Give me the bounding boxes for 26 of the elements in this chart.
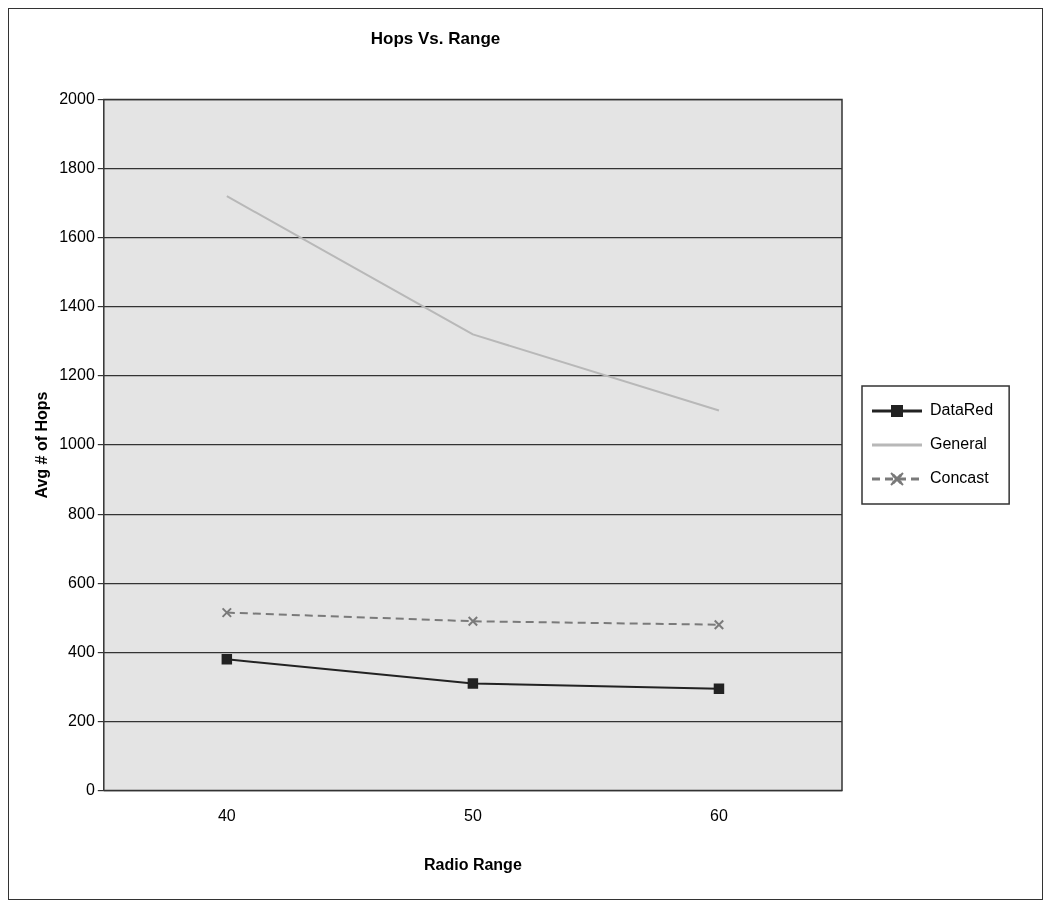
- point: [713, 619, 725, 630]
- y-tick-label: 1200: [59, 366, 95, 384]
- y-tick-label: 200: [68, 711, 95, 729]
- y-tick-label: 2000: [59, 89, 95, 107]
- legend-label: DataRed: [930, 401, 994, 419]
- chart-title: Hops Vs. Range: [370, 28, 501, 48]
- y-tick-label: 400: [68, 642, 95, 660]
- x-tick-label: 60: [710, 806, 728, 824]
- x-tick-label: 50: [464, 806, 482, 824]
- y-tick-label: 1000: [59, 435, 95, 453]
- point: [467, 616, 479, 627]
- y-tick-label: 1800: [59, 158, 95, 176]
- x-tick-label: 40: [217, 806, 236, 824]
- legend-label: Concast: [930, 469, 990, 487]
- point: [221, 654, 233, 665]
- point: [467, 678, 479, 689]
- point: [221, 607, 233, 618]
- legend-label: General: [930, 435, 987, 453]
- point: [713, 683, 725, 694]
- y-tick-label: 1400: [59, 297, 95, 315]
- y-tick-label: 600: [68, 573, 95, 591]
- y-tick-label: 800: [68, 504, 95, 522]
- y-tick-label: 1600: [59, 228, 95, 246]
- y-tick-label: 0: [85, 781, 95, 799]
- y-axis-title: Avg # of Hops: [33, 391, 51, 499]
- x-axis-title: Radio Range: [424, 855, 522, 873]
